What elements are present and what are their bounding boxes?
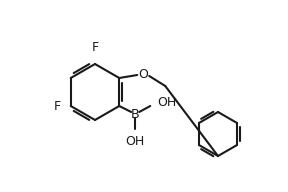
- Text: OH: OH: [157, 97, 177, 109]
- Text: B: B: [131, 108, 140, 121]
- Text: F: F: [91, 41, 98, 54]
- Text: F: F: [54, 99, 61, 113]
- Text: O: O: [138, 68, 148, 80]
- Text: OH: OH: [126, 135, 145, 148]
